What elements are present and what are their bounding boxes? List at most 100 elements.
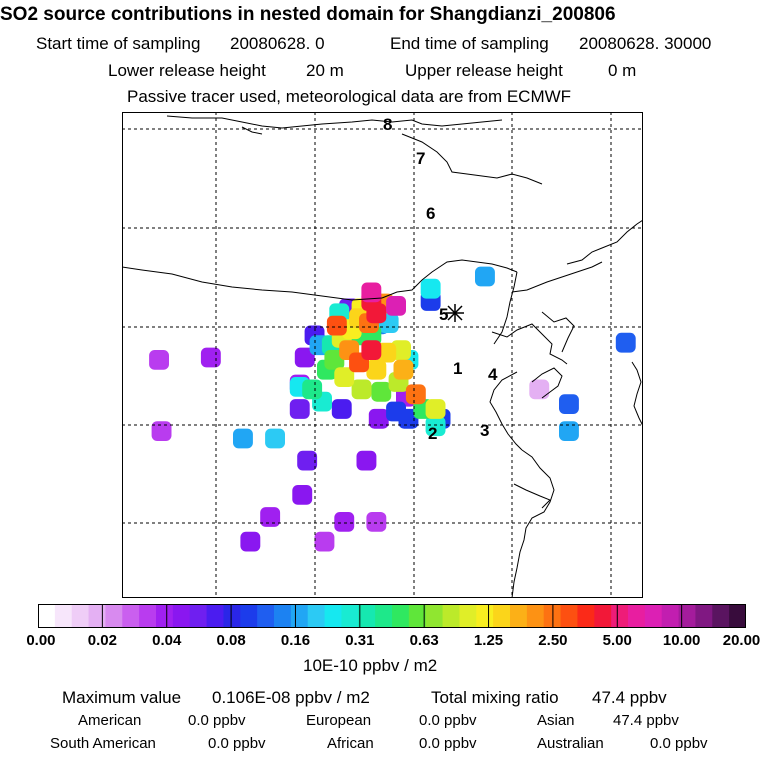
start-time-value: 20080628. 0	[230, 34, 325, 53]
concentration-cell	[405, 384, 426, 405]
border-line	[122, 266, 383, 301]
region-label-3: 3	[480, 421, 489, 440]
colorbar-bin	[88, 604, 107, 628]
concentration-cell	[368, 408, 389, 429]
colorbar-bin	[139, 604, 157, 628]
concentration-cell	[356, 450, 377, 471]
concentration-cell	[289, 399, 310, 419]
colorbar-bin	[628, 604, 646, 628]
border-line	[566, 219, 643, 265]
colorbar-tick-label: 0.16	[280, 632, 311, 649]
concentration-cell	[314, 531, 335, 552]
region-name-australian: Australian	[537, 735, 604, 752]
border-line	[401, 133, 543, 185]
concentration-cell	[334, 512, 355, 532]
upper-height-label: Upper release height	[405, 61, 563, 80]
region-value-australian: 0.0 ppbv	[650, 735, 708, 752]
colorbar-bin	[71, 604, 90, 628]
tracer-note: Passive tracer used, meteorological data…	[127, 87, 572, 106]
colorbar-tick-label: 0.08	[216, 632, 246, 649]
colorbar-bin	[476, 604, 494, 628]
colorbar-bin	[560, 604, 579, 628]
upper-height-value: 0 m	[608, 61, 637, 80]
region-name-african: African	[327, 735, 374, 752]
concentration-cell	[200, 347, 221, 368]
colorbar-bin	[307, 604, 326, 628]
end-time-label: End time of sampling	[390, 34, 549, 53]
concentration-cell	[326, 315, 347, 336]
concentration-cell	[297, 450, 318, 471]
region-value-european: 0.0 ppbv	[419, 712, 477, 729]
concentration-cell	[149, 350, 169, 370]
total-mixing-label: Total mixing ratio	[431, 688, 559, 707]
concentration-cell	[292, 485, 313, 505]
colorbar-bin	[611, 604, 629, 628]
colorbar-bin	[223, 604, 241, 628]
region-label-6: 6	[426, 204, 435, 223]
region-label-2: 2	[428, 424, 437, 443]
region-value-american: 0.0 ppbv	[188, 712, 246, 729]
coastline	[491, 323, 568, 365]
concentration-cell	[371, 381, 392, 402]
lat-lon-grid	[122, 112, 643, 598]
colorbar-tick-label: 10.00	[662, 632, 701, 649]
colorbar-tick-label: 2.50	[538, 632, 568, 649]
colorbar-unit: 10E-10 ppbv / m2	[303, 656, 438, 675]
total-mixing-value: 47.4 ppbv	[592, 688, 667, 707]
colorbar-tick-label: 20.00	[722, 632, 761, 649]
concentration-cell	[529, 379, 550, 400]
concentration-cell	[366, 303, 387, 324]
colorbar-tick-label: 0.00	[26, 632, 56, 649]
colorbar-bin	[459, 604, 477, 628]
region-name-european: European	[306, 712, 372, 729]
concentration-cell	[334, 367, 355, 387]
map-panel: 1 2 3 4 5 6 7 8	[122, 112, 643, 598]
border-line	[241, 126, 263, 135]
coastline	[489, 371, 523, 451]
coastline	[511, 449, 555, 598]
coastline	[541, 311, 575, 353]
concentration-cell	[559, 394, 579, 414]
concentration-cell	[361, 282, 382, 303]
colorbar-tick-label: 0.04	[152, 632, 182, 649]
concentration-cell	[361, 340, 382, 360]
coastline	[631, 361, 643, 427]
start-time-label: Start time of sampling	[36, 34, 201, 53]
colorbar-bin	[729, 604, 746, 628]
colorbar-bin	[290, 604, 309, 628]
colorbar-bin	[594, 604, 612, 628]
colorbar	[38, 604, 746, 628]
region-label-5: 5	[439, 305, 448, 324]
colorbar-bin	[712, 604, 730, 628]
concentration-cell	[386, 296, 406, 316]
colorbar-bin	[442, 604, 461, 628]
colorbar-bin	[358, 604, 376, 628]
max-value-label: Maximum value	[62, 688, 182, 707]
colorbar-bin	[408, 604, 427, 628]
concentration-cell	[265, 428, 285, 449]
colorbar-bin	[678, 604, 697, 628]
concentration-cell	[294, 347, 315, 368]
station-star-icon	[446, 304, 464, 322]
colorbar-bin	[156, 604, 174, 628]
colorbar-bin	[425, 604, 444, 628]
concentration-cell	[425, 416, 446, 437]
colorbar-bin	[510, 604, 528, 628]
region-value-south-american: 0.0 ppbv	[208, 735, 266, 752]
chart-title: SO2 source contributions in nested domai…	[0, 4, 616, 25]
border-line	[381, 259, 518, 299]
border-line	[166, 115, 503, 129]
colorbar-bin	[257, 604, 275, 628]
concentration-cell	[425, 399, 446, 419]
colorbar-bin	[392, 604, 410, 628]
lower-height-value: 20 m	[306, 61, 344, 80]
colorbar-bin	[122, 604, 140, 628]
lower-height-label: Lower release height	[108, 61, 266, 80]
colorbar-bin	[644, 604, 663, 628]
border-line	[511, 261, 603, 293]
region-name-american: American	[78, 712, 142, 729]
region-label-4: 4	[488, 365, 498, 384]
region-label-8: 8	[383, 115, 392, 134]
colorbar-bin	[38, 604, 56, 628]
concentration-cell	[420, 278, 441, 299]
